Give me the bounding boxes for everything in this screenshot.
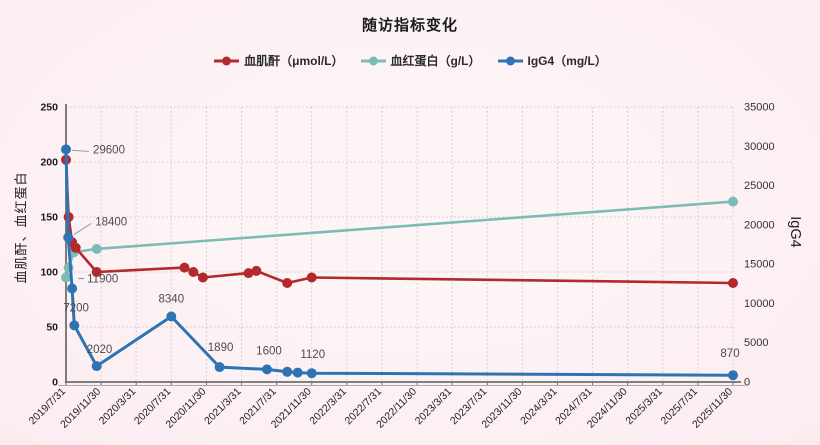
y-tick-label-right: 25000 <box>744 180 775 192</box>
data-point-creatinine[interactable] <box>251 265 262 276</box>
data-point-igg4[interactable] <box>91 361 102 372</box>
data-label-igg4: 8340 <box>159 293 185 305</box>
data-point-igg4[interactable] <box>728 370 738 381</box>
data-point-igg4[interactable] <box>214 362 225 373</box>
data-point-igg4[interactable] <box>282 366 293 377</box>
legend-label-igg4: IgG4（mg/L） <box>527 54 607 68</box>
legend-marker-igg4 <box>497 56 523 65</box>
data-point-creatinine[interactable] <box>70 242 81 253</box>
legend-label-hemoglobin: 血红蛋白（g/L） <box>390 54 481 68</box>
chart-title: 随访指标变化 <box>361 17 458 34</box>
data-point-creatinine[interactable] <box>188 267 199 277</box>
series-line-creatinine <box>64 158 735 285</box>
y-tick-label-right: 5000 <box>744 337 768 349</box>
data-label-igg4: 870 <box>720 348 739 360</box>
y-tick-label-right: 20000 <box>744 219 775 231</box>
data-point-igg4[interactable] <box>69 320 80 331</box>
x-tick-label: 2024/3/31 <box>518 386 560 428</box>
legend-item-hemoglobin[interactable]: 血红蛋白（g/L） <box>360 52 481 69</box>
data-label-igg4: 7200 <box>63 302 89 314</box>
data-point-igg4[interactable] <box>306 368 317 379</box>
y-tick-label-right: 10000 <box>744 298 775 310</box>
data-point-creatinine[interactable] <box>282 278 293 288</box>
data-point-creatinine[interactable] <box>91 267 102 277</box>
y-tick-label-right: 0 <box>744 377 750 389</box>
y-tick-label-right: 15000 <box>744 259 775 271</box>
x-tick-label: 2025/3/31 <box>623 386 665 428</box>
y-tick-label-left: 150 <box>40 212 58 224</box>
left-axis-title: 血肌酐、血红蛋白 <box>13 171 29 284</box>
x-tick-label: 2021/3/31 <box>202 386 244 428</box>
legend-marker-creatinine <box>214 56 240 65</box>
y-tick-label-right: 30000 <box>744 141 775 153</box>
data-point-hemoglobin[interactable] <box>61 272 71 283</box>
legend-item-creatinine[interactable]: 血肌酐（μmol/L） <box>213 52 344 69</box>
data-point-creatinine[interactable] <box>243 268 254 279</box>
data-point-creatinine[interactable] <box>197 272 208 283</box>
data-point-hemoglobin[interactable] <box>91 243 102 254</box>
data-label-igg4: 18400 <box>95 216 127 228</box>
data-label-igg4: 11900 <box>87 274 118 286</box>
data-point-creatinine[interactable] <box>179 262 190 273</box>
data-point-creatinine[interactable] <box>728 278 738 288</box>
x-tick-label: 2023/3/31 <box>413 386 455 428</box>
series-igg4 <box>61 144 738 381</box>
y-tick-label-left: 250 <box>40 102 58 114</box>
data-label-igg4: 1600 <box>256 345 282 357</box>
series-creatinine <box>61 154 738 288</box>
data-point-igg4[interactable] <box>262 364 272 375</box>
data-label-igg4: 1890 <box>208 342 234 354</box>
data-point-igg4[interactable] <box>63 232 74 243</box>
data-label-igg4: 2020 <box>87 344 113 356</box>
data-point-igg4[interactable] <box>61 144 71 155</box>
legend-label-creatinine: 血肌酐（μmol/L） <box>244 54 344 68</box>
right-axis-title: IgG4 <box>787 216 803 248</box>
series-line-igg4 <box>64 147 735 377</box>
y-tick-label-right: 35000 <box>744 102 775 114</box>
data-point-igg4[interactable] <box>67 283 78 294</box>
x-tick-label: 2022/3/31 <box>307 386 349 428</box>
y-tick-label-left: 100 <box>40 267 58 279</box>
data-label-leader <box>71 149 90 152</box>
data-point-igg4[interactable] <box>292 367 303 378</box>
data-point-igg4[interactable] <box>166 311 177 322</box>
legend-item-igg4[interactable]: IgG4（mg/L） <box>497 52 607 69</box>
y-tick-label-left: 200 <box>40 157 58 169</box>
data-point-hemoglobin[interactable] <box>728 196 738 207</box>
legend: 血肌酐（μmol/L） 血红蛋白（g/L） IgG4（mg/L） <box>0 52 820 69</box>
data-label-igg4: 29600 <box>93 144 125 156</box>
data-label-leader <box>73 223 92 235</box>
legend-marker-hemoglobin <box>360 56 386 65</box>
data-point-creatinine[interactable] <box>306 272 317 283</box>
series-line-hemoglobin <box>64 200 735 279</box>
data-label-igg4: 1120 <box>300 349 325 361</box>
y-tick-label-left: 0 <box>52 377 58 389</box>
x-tick-label: 2020/3/31 <box>97 386 139 428</box>
y-tick-label-left: 50 <box>46 322 58 334</box>
